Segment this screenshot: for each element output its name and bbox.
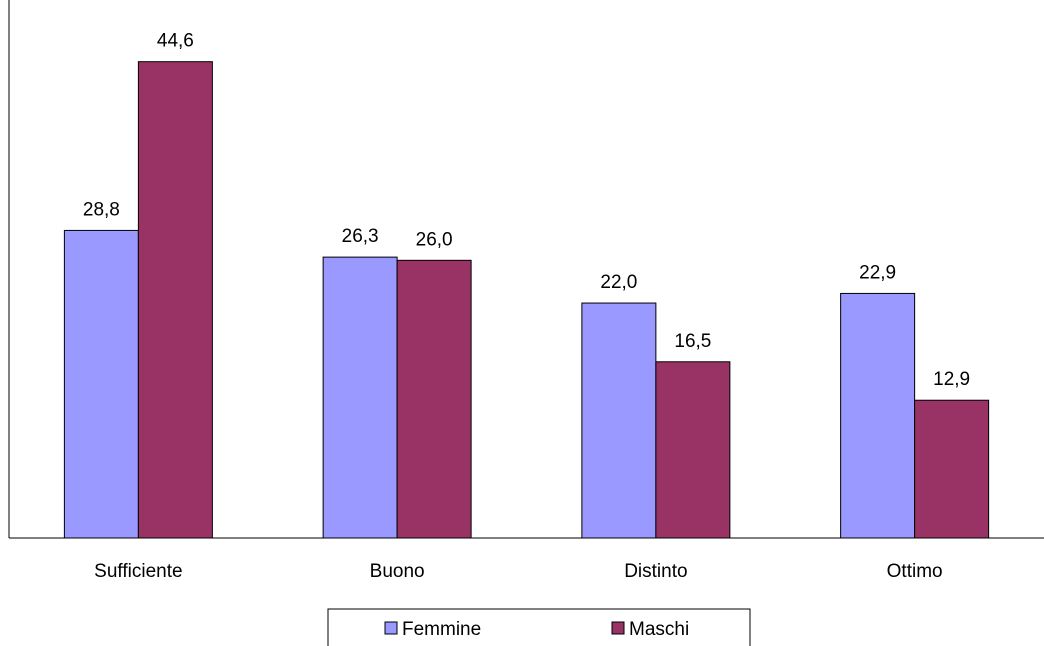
legend-label-maschi: Maschi bbox=[629, 619, 689, 640]
bar-maschi-distinto bbox=[655, 361, 731, 539]
bar-femmine-sufficiente bbox=[63, 229, 139, 539]
data-label-maschi-ottimo: 12,9 bbox=[933, 369, 970, 390]
legend-swatch-femmine bbox=[384, 621, 398, 635]
legend-frame bbox=[327, 608, 751, 646]
data-label-maschi-buono: 26,0 bbox=[416, 229, 453, 250]
x-tick-labels-group: Sufficiente Buono Distinto Ottimo bbox=[94, 561, 942, 582]
bar-maschi-buono bbox=[396, 259, 472, 539]
legend-label-femmine: Femmine bbox=[402, 619, 481, 640]
bars-group bbox=[63, 61, 990, 539]
data-label-maschi-distinto: 16,5 bbox=[674, 331, 711, 352]
bar-femmine-buono bbox=[322, 256, 398, 539]
x-tick-label-sufficiente: Sufficiente bbox=[94, 561, 182, 582]
data-label-femmine-sufficiente: 28,8 bbox=[83, 199, 120, 220]
bar-femmine-ottimo bbox=[840, 292, 916, 539]
x-tick-label-ottimo: Ottimo bbox=[887, 561, 943, 582]
legend: Femmine Maschi bbox=[327, 608, 751, 646]
data-labels-group: 28,8 44,6 26,3 26,0 22,0 16,5 22,9 12,9 bbox=[83, 31, 970, 391]
bar-maschi-ottimo bbox=[914, 399, 990, 539]
x-tick-label-buono: Buono bbox=[370, 561, 425, 582]
data-label-maschi-sufficiente: 44,6 bbox=[157, 31, 194, 52]
x-tick-label-distinto: Distinto bbox=[624, 561, 687, 582]
legend-swatch-maschi bbox=[611, 621, 625, 635]
data-label-femmine-ottimo: 22,9 bbox=[859, 262, 896, 283]
data-label-femmine-distinto: 22,0 bbox=[600, 272, 637, 293]
data-label-femmine-buono: 26,3 bbox=[342, 226, 379, 247]
bar-femmine-distinto bbox=[581, 302, 657, 539]
bar-maschi-sufficiente bbox=[137, 61, 213, 539]
